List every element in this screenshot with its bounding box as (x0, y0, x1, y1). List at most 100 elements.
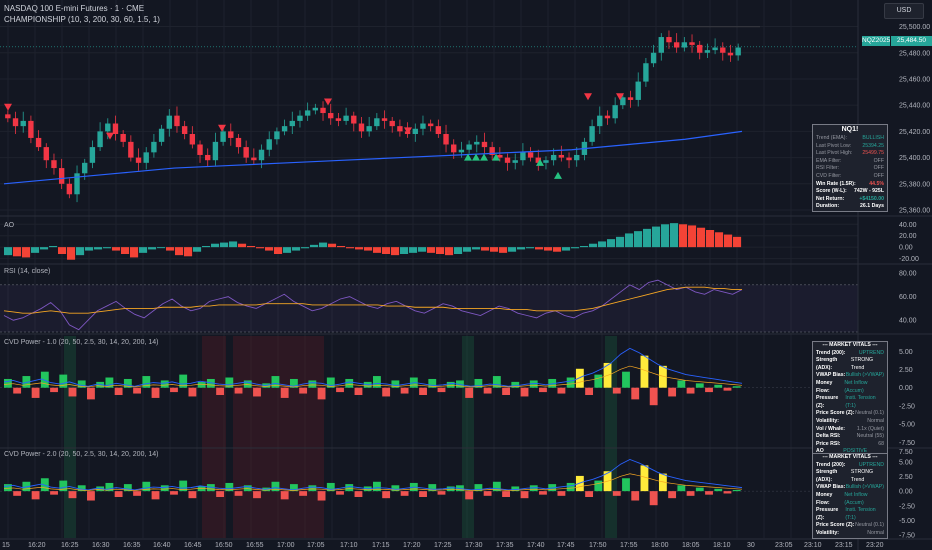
nq-table-key: Win Rate (1.5R): (816, 180, 856, 187)
cvd-bar (575, 368, 584, 388)
vitals2-value: Net Inflow (Accum) (844, 491, 868, 506)
ao-tick-label: 0.00 (899, 245, 913, 252)
time-tick-label: 16:40 (153, 542, 171, 549)
vitals1-row: Strength (ADX): STRONG Trend (813, 357, 887, 372)
ao-bar (31, 247, 40, 253)
candle-body (550, 154, 557, 161)
cvd1-pane[interactable] (0, 347, 858, 406)
vitals2-key: VWAP Bias: (816, 484, 846, 491)
nq-table-row: EMA Filter: OFF (813, 158, 887, 166)
nq-table-value: BULLISH (862, 135, 884, 141)
ao-bar (4, 247, 13, 256)
ao-bar (22, 247, 31, 258)
rsi-pane[interactable] (0, 279, 858, 333)
cvd-bar (271, 481, 280, 492)
candle-body (20, 120, 26, 127)
candle-body (604, 115, 611, 119)
candle-body (197, 144, 203, 155)
cvd-bar (465, 387, 474, 398)
time-tick-label: 23:20 (866, 542, 884, 549)
ao-bar (265, 247, 274, 251)
vitals1-key: Price RSI: (816, 440, 841, 447)
ao-tick-label: 40.00 (899, 222, 917, 229)
time-tick-label: 16:50 (215, 542, 233, 549)
candle-body (274, 131, 280, 140)
candle-body (51, 160, 57, 169)
cvd-bar (492, 376, 501, 388)
vitals1-value: 68 (878, 440, 884, 447)
candle-body (12, 118, 19, 127)
vitals1-value: Bullish (>VWAP) (845, 372, 884, 379)
ao-bar (148, 247, 157, 250)
candle-body (243, 147, 249, 158)
vitals2-row: Strength (ADX): STRONG Trend (813, 469, 887, 484)
indicator-legend[interactable]: CHAMPIONSHIP (10, 3, 200, 30, 60, 1.5, 1… (4, 15, 160, 24)
cvd-bar (631, 387, 640, 400)
candle-body (28, 120, 34, 138)
cvd-bar (160, 380, 169, 388)
cvd-bar (105, 482, 114, 492)
ao-bar (535, 247, 544, 250)
ao-bar (688, 225, 697, 248)
ao-bar (58, 247, 67, 254)
rsi-tick-label: 80.00 (899, 271, 917, 278)
time-tick-label: 17:05 (307, 542, 325, 549)
time-tick-label: 17:15 (372, 542, 390, 549)
cvd-bar (50, 491, 58, 495)
ao-bar (328, 243, 337, 248)
ao-bar (139, 247, 148, 253)
nq-table-key: CVD Filter: (816, 172, 842, 179)
cvd-bar (271, 376, 280, 388)
nq-table-value: 742W - 925L (854, 188, 884, 195)
nq-table-row: Duration: 26.1 Days (813, 203, 887, 211)
vitals1-key: Price Score (Z): (816, 410, 855, 417)
ao-bar (625, 233, 634, 248)
symbol-title[interactable]: NASDAQ 100 E-mini Futures · 1 · CME (4, 4, 145, 13)
currency-button[interactable]: USD (884, 3, 924, 19)
candle-body (366, 126, 372, 132)
last-price-badge: 25,484.50 (891, 36, 932, 46)
candle-body (704, 50, 711, 53)
time-tick-label: 17:25 (434, 542, 452, 549)
ao-bar (319, 242, 328, 248)
cvd-bar (382, 387, 391, 397)
ao-bar (715, 232, 724, 248)
ao-label[interactable]: AO (4, 222, 15, 229)
cvd1-tick-label: 0.00 (899, 385, 913, 392)
rsi-label[interactable]: RSI (14, close) (4, 268, 51, 275)
cvd-bar (437, 491, 446, 495)
candle-body (451, 144, 457, 153)
vitals1-value: UPTREND (858, 349, 884, 356)
cvd1-tick-label: -7.50 (899, 440, 915, 447)
rsi-tick-label: 40.00 (899, 318, 917, 325)
cvd2-label[interactable]: CVD Power - 2.0 (20, 50, 2.5, 30, 14, 20… (4, 451, 159, 458)
cvd-bar (253, 387, 261, 397)
cvd-bar (686, 387, 695, 394)
price-pane[interactable] (0, 26, 858, 203)
cvd-bar (280, 491, 289, 500)
cvd-bar (151, 387, 160, 398)
price-tick-label: 25,400.00 (899, 155, 930, 162)
ao-bar (337, 246, 346, 248)
cvd-bar (87, 387, 95, 400)
candle-body (97, 131, 103, 148)
cvd-bar (419, 491, 427, 497)
cvd2-pane[interactable] (0, 459, 858, 506)
cvd-bar (382, 491, 391, 499)
vitals2-value: Neutral (0.1) (855, 522, 884, 529)
cvd1-label[interactable]: CVD Power - 1.0 (20, 50, 2.5, 30, 14, 20… (4, 339, 159, 346)
vitals1-row: VWAP Bias: Bullish (>VWAP) (813, 372, 887, 380)
cvd-bar (114, 387, 123, 395)
ao-bar (229, 241, 238, 248)
nq-stats-table: NQ1! Trend (EMA): BULLISH Last Pivot Low: 2… (812, 124, 888, 212)
vitals2-value: Bullish (>VWAP) (845, 484, 884, 491)
time-tick-label: 17:00 (277, 542, 295, 549)
ao-bar (544, 247, 553, 251)
ao-bar (112, 247, 121, 251)
candle-body (189, 134, 196, 145)
ao-pane[interactable] (4, 223, 742, 260)
cvd1-tick-label: 2.50 (899, 367, 913, 374)
cvd-bar (308, 380, 317, 388)
cvd-bar (4, 378, 12, 388)
